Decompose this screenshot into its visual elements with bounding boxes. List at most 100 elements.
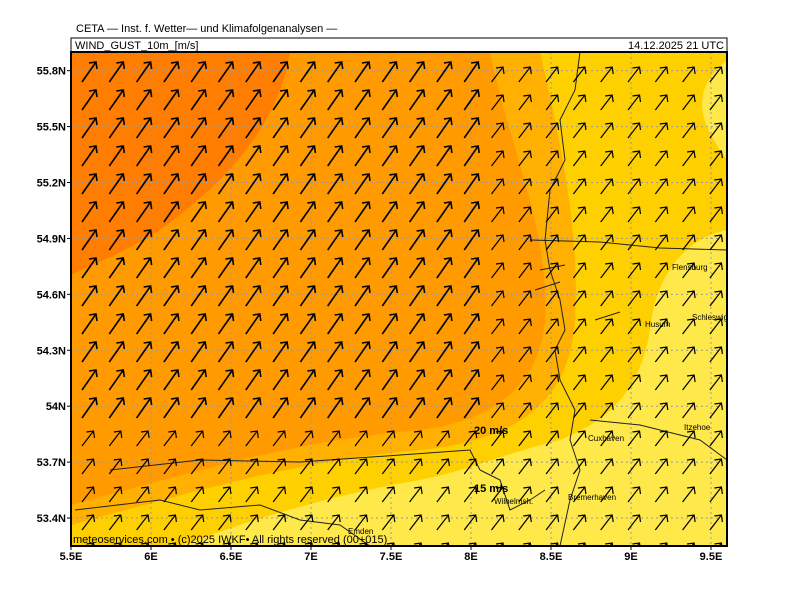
wind-arrow (709, 430, 723, 447)
wind-arrow (627, 318, 642, 335)
x-tick-label: 9.5E (700, 551, 723, 563)
wind-arrow (108, 458, 123, 475)
wind-arrow (217, 257, 235, 279)
wind-arrow (163, 257, 180, 279)
wind-arrow (245, 201, 262, 223)
shade-yellow (180, 230, 727, 546)
wind-arrow (163, 145, 180, 167)
wind-arrow (682, 178, 696, 195)
wind-arrow (163, 369, 180, 391)
wind-arrow (436, 458, 450, 475)
wind-arrow (654, 178, 669, 195)
wind-arrow (627, 486, 642, 503)
wind-arrow (135, 313, 153, 335)
wind-arrow (682, 262, 696, 279)
place-label: Bremerhaven (568, 493, 616, 502)
wind-arrow (654, 318, 669, 335)
wind-arrow (518, 374, 532, 391)
wind-arrow (272, 514, 287, 531)
wind-arrow (436, 313, 453, 335)
wind-arrow (327, 201, 344, 223)
wind-arrow (491, 150, 505, 167)
river (589, 419, 727, 461)
wind-arrow (600, 346, 614, 363)
wind-arrow (218, 430, 232, 447)
wind-arrow (709, 122, 723, 139)
wind-arrow (272, 257, 289, 279)
wind-arrow (682, 290, 696, 307)
wind-arrow (218, 458, 232, 475)
y-tick-label: 55.8N (37, 66, 66, 78)
wind-arrow (491, 514, 505, 531)
wind-arrow (217, 285, 235, 307)
wind-arrow (436, 430, 450, 447)
wind-arrow (354, 89, 371, 111)
wind-arrow (299, 341, 317, 363)
wind-arrow (108, 61, 126, 83)
wind-arrow (408, 285, 426, 307)
wind-arrow (518, 318, 532, 335)
wind-arrow (245, 341, 262, 363)
wind-arrow (299, 430, 314, 447)
wind-arrow (245, 285, 262, 307)
wind-arrow (682, 66, 696, 83)
wind-arrow (463, 117, 480, 139)
wind-arrow (190, 369, 207, 391)
wind-arrow (299, 145, 317, 167)
wind-arrow (381, 201, 399, 223)
wind-arrow (135, 201, 153, 223)
wind-arrow (163, 201, 180, 223)
wind-arrow (81, 89, 98, 111)
place-label: Itzehoe (684, 423, 711, 432)
wind-arrow (190, 201, 207, 223)
wind-arrow (327, 341, 344, 363)
wind-arrow (572, 122, 587, 139)
wind-arrow (327, 369, 344, 391)
wind-arrow (409, 430, 423, 447)
coastline (544, 52, 581, 546)
wind-arrow (654, 290, 669, 307)
wind-arrow (463, 89, 480, 111)
wind-arrow (545, 318, 560, 335)
wind-arrow (299, 313, 317, 335)
header-agency: CETA — Inst. f. Wetter— und Klimafolgena… (76, 23, 337, 35)
wind-arrow (381, 257, 399, 279)
wind-arrow (408, 369, 426, 391)
wind-arrow (436, 369, 453, 391)
wind-arrow (654, 66, 669, 83)
wind-arrow (217, 369, 235, 391)
wind-arrow (627, 402, 642, 419)
wind-arrow (272, 369, 289, 391)
wind-arrow (190, 341, 207, 363)
wind-arrow (436, 117, 453, 139)
x-tick-label: 6.5E (220, 551, 243, 563)
wind-arrow (245, 173, 262, 195)
wind-arrow (217, 313, 235, 335)
wind-arrow (381, 341, 399, 363)
wind-arrow (600, 430, 614, 447)
wind-arrow (354, 257, 371, 279)
wind-arrow (81, 201, 98, 223)
place-label: Flensburg (672, 263, 708, 272)
wind-arrow (354, 229, 371, 251)
wind-arrow (299, 397, 317, 419)
wind-arrow (354, 486, 369, 503)
wind-arrow (108, 313, 126, 335)
wind-arrow (327, 397, 344, 419)
wind-arrow (272, 397, 289, 419)
wind-arrow (81, 458, 96, 475)
wind-arrow (682, 150, 696, 167)
wind-arrow (272, 201, 289, 223)
wind-arrow (272, 458, 287, 475)
wind-arrow (654, 430, 669, 447)
wind-arrow (572, 514, 587, 531)
wind-arrow (572, 94, 587, 111)
contour-label: 20 m/s (474, 425, 508, 437)
wind-arrow (491, 206, 505, 223)
wind-arrow (518, 430, 532, 447)
wind-arrow (217, 173, 235, 195)
wind-arrow (491, 178, 505, 195)
wind-arrow (518, 206, 532, 223)
wind-arrow (218, 514, 232, 531)
wind-arrow (108, 229, 126, 251)
